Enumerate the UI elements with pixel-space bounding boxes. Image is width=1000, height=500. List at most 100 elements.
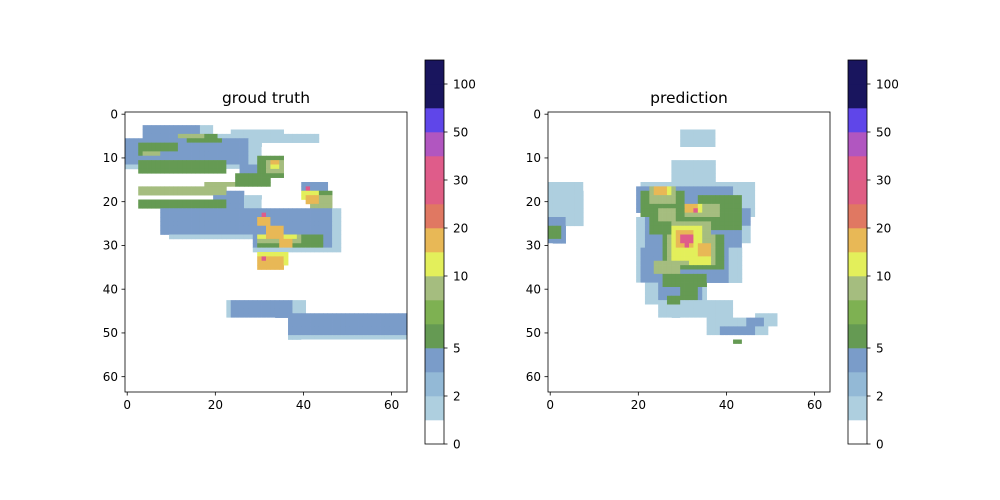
heatmap-cell [689,295,694,301]
heatmap-cell [266,243,271,248]
heatmap-cell [741,300,747,305]
heatmap-cell [724,273,730,279]
heatmap-cell [199,147,205,152]
colorbar-tick-label: 2 [876,389,884,403]
heatmap-cell [653,133,659,139]
heatmap-cell [305,313,311,318]
colorbar-segment [848,420,867,445]
heatmap-cell [243,225,249,231]
heatmap-cell [336,317,342,323]
heatmap-cell [270,313,276,318]
heatmap-cell [768,173,774,178]
heatmap-cell [737,138,743,143]
heatmap-cell [675,177,681,183]
heatmap-cell [248,313,254,318]
heatmap-cell [138,164,143,170]
heatmap-cell [195,234,201,240]
heatmap-cell [147,125,152,130]
heatmap-cell [314,230,320,235]
heatmap-cell [147,155,152,161]
heatmap-cell [680,217,685,222]
heatmap-cell [671,300,677,305]
heatmap-cell [226,155,232,161]
heatmap-cell [314,238,320,244]
heatmap-cell [155,138,161,143]
heatmap-cell [301,247,307,253]
heatmap-cell [345,330,351,336]
heatmap-cell [266,322,271,327]
heatmap-cell [706,160,712,165]
heatmap-cell [151,203,157,209]
heatmap-cell [693,133,699,139]
heatmap-cell [318,234,324,240]
colorbar-tick-label: 10 [876,269,891,283]
heatmap-cell [631,238,637,244]
heatmap-cell [702,234,707,240]
heatmap-cell [349,343,355,349]
heatmap-cell [737,230,743,235]
colorbar-segment [848,108,867,133]
heatmap-cell [125,160,130,165]
heatmap-cell [763,177,769,183]
heatmap-cell [631,295,637,301]
heatmap-cell [666,203,672,209]
heatmap-cell [719,133,725,139]
heatmap-cell [658,177,663,183]
heatmap-cell [288,225,293,231]
heatmap-cell [737,339,743,345]
heatmap-cell [261,129,267,135]
heatmap-cell [164,164,170,170]
heatmap-cell [195,212,201,218]
heatmap-cell [186,234,192,240]
heatmap-cell [746,304,752,310]
heatmap-cell [768,317,774,323]
heatmap-cell [640,186,646,192]
heatmap-cell [737,300,743,305]
heatmap-cell [243,147,249,152]
heatmap-cell [644,243,650,248]
heatmap-cell [618,186,624,192]
heatmap-cell [750,330,756,336]
heatmap-cell [702,138,707,143]
heatmap-cell [248,168,254,174]
heatmap-cell [733,256,738,262]
heatmap-cell [257,256,262,262]
heatmap-cell [671,282,677,288]
heatmap-cell [142,147,148,152]
heatmap-cell [636,247,641,253]
heatmap-cell [653,282,659,288]
heatmap-cell [261,212,267,218]
heatmap-cell [191,225,196,231]
heatmap-cell [689,256,694,262]
heatmap-cell [728,208,734,213]
y-tick-label: 40 [526,282,541,296]
colorbar-segment [848,156,867,181]
heatmap-cell [288,133,293,139]
heatmap-cell [693,212,699,218]
heatmap-cell [169,221,174,227]
heatmap-cell [345,317,351,323]
heatmap-cell [147,147,152,152]
heatmap-cell [719,225,725,231]
heatmap-cell [248,160,254,165]
heatmap-cell [631,168,637,174]
heatmap-cell [733,269,738,275]
heatmap-cell [191,217,196,222]
x-tick-label: 60 [384,398,399,412]
heatmap-cell [631,300,637,305]
heatmap-cell [693,138,699,143]
heatmap-cell [257,243,262,248]
heatmap-cell [292,247,298,253]
heatmap-cell [693,155,699,161]
heatmap-cell [367,339,373,345]
heatmap-cell [270,168,276,174]
heatmap-cell [737,343,743,349]
heatmap-cell [376,348,381,353]
heatmap-cell [164,199,170,205]
heatmap-cell [689,343,694,349]
heatmap-cell [296,225,302,231]
heatmap-cell [239,212,245,218]
heatmap-cell [125,155,130,161]
heatmap-cell [217,295,223,301]
heatmap-cell [719,230,725,235]
